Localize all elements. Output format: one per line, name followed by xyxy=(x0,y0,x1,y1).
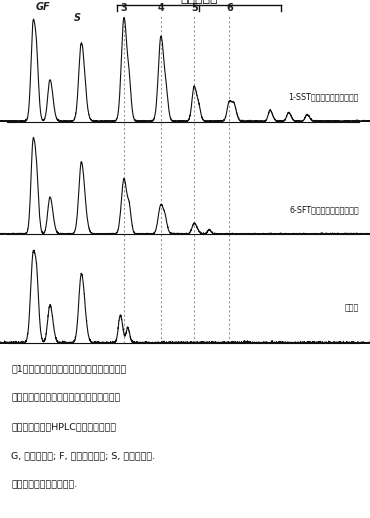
Text: 6: 6 xyxy=(226,3,233,13)
Text: 3: 3 xyxy=(121,3,127,13)
Text: S: S xyxy=(74,13,81,23)
Text: GF: GF xyxy=(35,2,50,12)
Text: 5: 5 xyxy=(191,3,198,13)
Text: G, グルコース; F, フルクトース; S, スクロース.: G, グルコース; F, フルクトース; S, スクロース. xyxy=(11,451,155,460)
Text: 原品種: 原品種 xyxy=(344,304,359,313)
Text: 入したイネ形質転換系統の成熟葉に蓄積さ: 入したイネ形質転換系統の成熟葉に蓄積さ xyxy=(11,393,120,402)
Text: 4: 4 xyxy=(158,3,164,13)
Text: 数値は糖の重合度を示す.: 数値は糖の重合度を示す. xyxy=(11,480,77,489)
Text: れる可溶性糖のHPLCクロマトグラム: れる可溶性糖のHPLCクロマトグラム xyxy=(11,422,116,431)
Text: フルクタン: フルクタン xyxy=(180,0,218,5)
Text: 1-SST達伝子導入形質転換体: 1-SST達伝子導入形質転換体 xyxy=(289,92,359,102)
Text: 6-SFT達伝子導入形質転換体: 6-SFT達伝子導入形質転換体 xyxy=(289,205,359,214)
Text: 図1　コムギフルクタン合成酵素達伝子を導: 図1 コムギフルクタン合成酵素達伝子を導 xyxy=(11,364,126,373)
